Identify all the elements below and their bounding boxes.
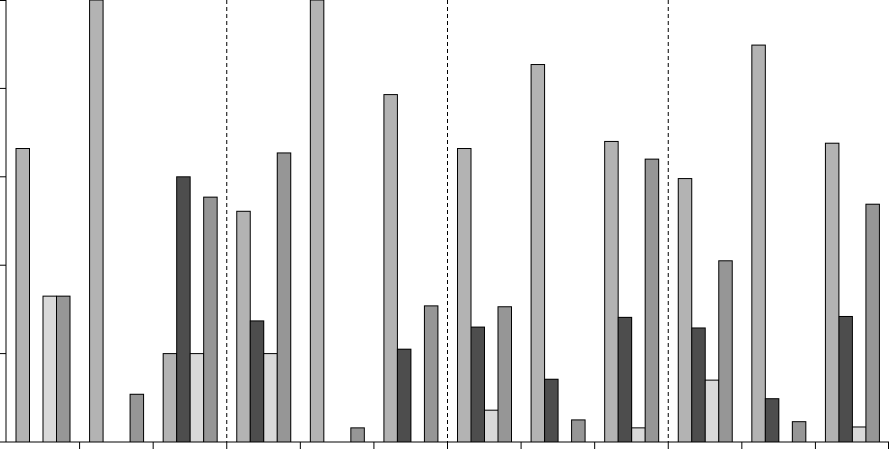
bar [571, 419, 586, 443]
bar [189, 353, 205, 443]
bar [129, 393, 145, 443]
bar [56, 295, 71, 443]
bar [677, 178, 693, 443]
bar [617, 316, 633, 443]
bar [851, 426, 867, 443]
bar [631, 427, 646, 443]
bar [791, 421, 807, 443]
bar [838, 315, 853, 443]
bar [764, 398, 780, 443]
bar [470, 326, 485, 443]
bar [383, 94, 398, 443]
bar [15, 148, 30, 443]
bar [203, 196, 218, 443]
bar [276, 152, 292, 443]
bar [497, 306, 512, 443]
bar [423, 305, 439, 443]
bar [484, 409, 499, 443]
bar [263, 353, 278, 443]
bar [350, 427, 365, 443]
bar [751, 44, 766, 443]
bar [544, 378, 559, 443]
bar [704, 379, 720, 443]
bar [604, 140, 619, 443]
bar [824, 142, 840, 443]
bar [249, 320, 265, 443]
bar [530, 64, 546, 443]
bar [236, 210, 251, 443]
bar [176, 176, 191, 443]
bar [718, 260, 733, 443]
bar [691, 327, 706, 443]
bar [42, 295, 57, 443]
bar [396, 348, 412, 443]
bar [457, 148, 472, 443]
bar [865, 203, 880, 443]
bar [309, 0, 325, 443]
bar [89, 0, 104, 443]
bar [162, 353, 178, 443]
bar [644, 158, 660, 443]
